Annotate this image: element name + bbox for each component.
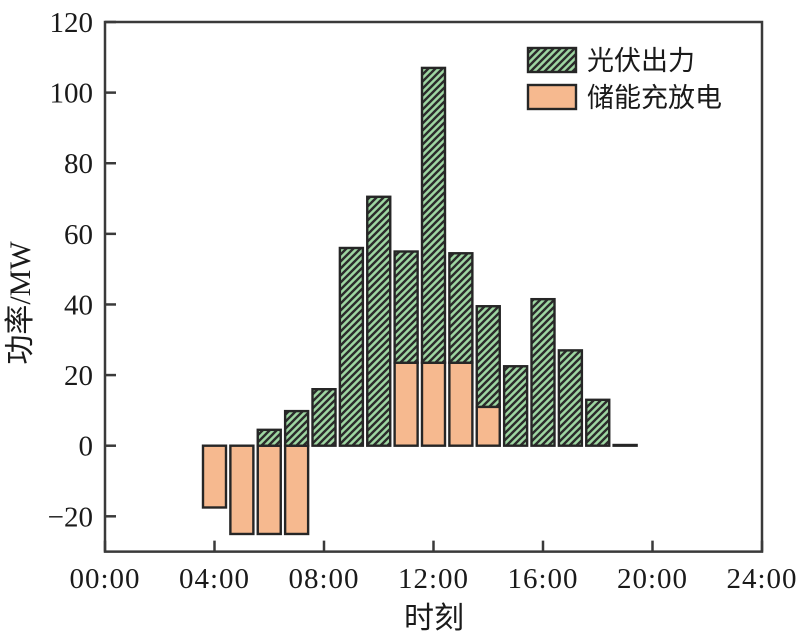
- storage-legend-swatch: [526, 83, 578, 111]
- pv-bar: [448, 252, 474, 364]
- y-tick-label: 100: [50, 78, 94, 110]
- pv-legend-swatch: [526, 46, 578, 74]
- storage-legend-label: 储能充放电: [587, 83, 722, 113]
- storage-bar: [256, 444, 282, 536]
- storage-bar: [420, 361, 447, 447]
- pv-bar: [585, 398, 611, 447]
- y-tick-label: 80: [64, 148, 93, 180]
- storage-bar: [229, 444, 255, 536]
- storage-bar: [448, 361, 474, 447]
- pv-bar: [557, 349, 584, 447]
- pv-bar: [530, 297, 556, 447]
- x-tick-label: 20:00: [617, 563, 688, 595]
- pv-bar: [338, 246, 365, 447]
- x-tick-label: 12:00: [398, 563, 469, 595]
- pv-bar: [420, 66, 447, 364]
- pv-bar: [393, 250, 419, 364]
- y-tick-label: 120: [50, 7, 94, 39]
- pv-legend-label: 光伏出力: [587, 46, 695, 76]
- pv-bar: [475, 305, 501, 409]
- x-tick-label: 16:00: [507, 563, 578, 595]
- x-tick-label: 00:00: [69, 563, 140, 595]
- pv-bar: [311, 388, 337, 447]
- x-axis-title: 时刻: [404, 602, 464, 635]
- storage-bar: [201, 444, 228, 509]
- y-tick-label: 20: [64, 360, 93, 392]
- x-tick-label: 24:00: [726, 563, 797, 595]
- storage-bar: [475, 405, 501, 447]
- y-tick-label: 40: [64, 289, 93, 321]
- storage-bar: [283, 444, 310, 536]
- pv-bar: [502, 365, 529, 447]
- y-axis-title: 功率/MW: [4, 241, 37, 365]
- axes-layer: −20 0 20 40 60 80 100 120 00:00 04:00 08:00 12:00 16…: [48, 7, 797, 595]
- storage-bar: [393, 361, 419, 447]
- pv-bar: [256, 428, 282, 447]
- pv-bar: [283, 409, 310, 447]
- y-tick-label: −20: [48, 501, 93, 533]
- y-tick-label: 0: [79, 431, 94, 463]
- pv-bar: [366, 195, 392, 447]
- pv-bar: [612, 443, 638, 447]
- legend: 光伏出力 储能充放电: [526, 46, 722, 113]
- bars-layer: [201, 66, 638, 536]
- x-tick-label: 08:00: [288, 563, 359, 595]
- y-tick-label: 60: [64, 219, 93, 251]
- x-tick-label: 04:00: [179, 563, 250, 595]
